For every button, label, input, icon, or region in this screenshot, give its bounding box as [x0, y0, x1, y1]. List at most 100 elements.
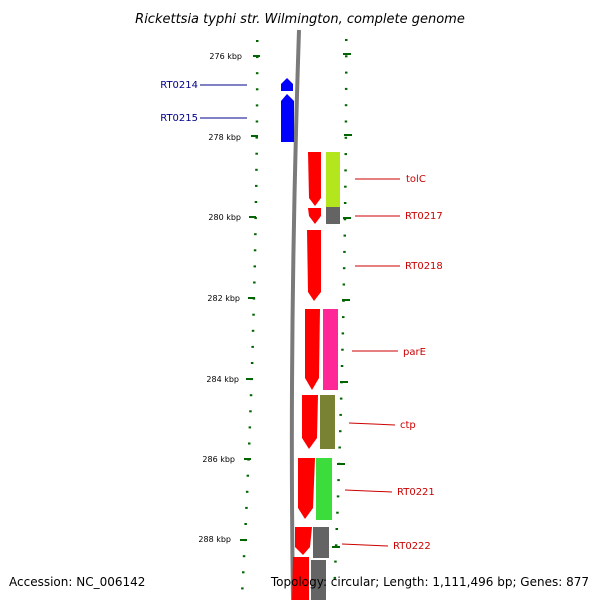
minor-tick: [253, 281, 256, 284]
gene-tolc[interactable]: [308, 152, 321, 206]
tick-label: 284 kbp: [206, 375, 239, 384]
minor-tick: [343, 250, 346, 253]
tick-label: 278 kbp: [208, 133, 241, 142]
tick-label: 280 kbp: [208, 213, 241, 222]
minor-tick: [343, 234, 346, 237]
minor-tick: [248, 426, 252, 429]
major-ticks: [240, 53, 352, 548]
minor-tick: [345, 39, 348, 41]
minor-tick: [254, 233, 257, 236]
tick-label: 288 kbp: [198, 535, 231, 544]
minor-tick: [342, 283, 346, 286]
minor-tick: [245, 490, 249, 493]
minor-tick: [344, 185, 347, 188]
gene-label-pare[interactable]: parE: [403, 347, 426, 358]
leader-rt0222: [341, 543, 389, 547]
minor-tick: [345, 55, 348, 58]
minor-tick: [255, 72, 259, 75]
minor-tick: [335, 528, 338, 530]
gene-labels: RT0214 RT0215 tolC RT0217 RT0218 parE ct…: [160, 80, 443, 552]
leader-ctp: [348, 422, 396, 426]
minor-tick: [242, 555, 246, 558]
leader-rt0221: [344, 489, 393, 493]
minor-tick: [254, 217, 257, 220]
cog-bar-ctp: [320, 395, 335, 449]
gene-label-rt0218[interactable]: RT0218: [405, 261, 443, 272]
minor-tick: [246, 474, 250, 477]
minor-tick: [255, 104, 259, 107]
minor-tick: [253, 265, 256, 268]
minor-tick: [255, 136, 258, 139]
label-leaders: [200, 84, 400, 547]
gene-pare[interactable]: [305, 309, 320, 390]
minor-tick: [244, 523, 247, 525]
cog-bar-rt0222: [313, 527, 329, 558]
gene-rt0217[interactable]: [308, 208, 321, 224]
gene-label-ctp[interactable]: ctp: [400, 420, 416, 431]
cog-bar-pare: [323, 309, 338, 390]
gene-rt0215[interactable]: [281, 94, 294, 142]
gene-rt0214[interactable]: [281, 78, 293, 91]
minor-tick: [343, 202, 347, 204]
cog-bar-rt0221: [316, 458, 332, 520]
minor-tick: [242, 571, 245, 574]
cog-bar-tolc: [326, 152, 340, 207]
gene-label-rt0222[interactable]: RT0222: [393, 541, 431, 552]
tick-label: 276 kbp: [209, 52, 242, 61]
minor-tick: [251, 329, 255, 332]
minor-tick: [252, 313, 255, 316]
minor-tick: [344, 153, 347, 156]
gene-rt0221[interactable]: [298, 458, 315, 519]
minor-tick: [255, 120, 259, 123]
minor-tick: [344, 87, 348, 90]
minor-tick: [337, 479, 340, 482]
gene-next[interactable]: [292, 557, 309, 600]
minor-tick: [255, 168, 258, 171]
forward-strand-genes: [292, 152, 321, 600]
minor-tick: [251, 345, 254, 348]
minor-tick: [345, 71, 348, 74]
gene-rt0218[interactable]: [307, 230, 321, 301]
minor-tick: [344, 120, 348, 123]
minor-tick: [248, 442, 251, 445]
minor-tick: [344, 136, 348, 139]
tick-label: 282 kbp: [207, 294, 240, 303]
minor-tick: [256, 56, 259, 59]
minor-tick: [255, 152, 258, 155]
gene-ctp[interactable]: [302, 395, 318, 449]
minor-tick: [241, 587, 244, 590]
gene-label-rt0217[interactable]: RT0217: [405, 211, 443, 222]
left-tick-ruler: [241, 40, 259, 590]
minor-tick: [333, 576, 337, 579]
map-title: Rickettsia typhi str. Wilmington, comple…: [135, 12, 465, 27]
minor-tick: [339, 430, 342, 433]
gene-rt0222[interactable]: [295, 527, 312, 555]
minor-tick: [336, 511, 339, 514]
genome-summary-text: Topology: circular; Length: 1,111,496 bp…: [270, 575, 589, 589]
minor-tick: [339, 413, 342, 416]
minor-tick: [245, 506, 248, 509]
minor-tick: [339, 397, 343, 400]
minor-tick: [343, 218, 347, 221]
gene-label-rt0215[interactable]: RT0215: [160, 113, 198, 124]
gene-label-rt0214[interactable]: RT0214: [160, 80, 198, 91]
minor-tick: [341, 332, 345, 335]
minor-tick: [342, 316, 345, 319]
cog-bar-next: [311, 560, 326, 600]
minor-tick: [340, 365, 344, 367]
minor-tick: [341, 348, 344, 351]
minor-tick: [334, 544, 338, 547]
genome-backbone: [289, 29, 301, 600]
tick-label: 286 kbp: [202, 455, 235, 464]
minor-tick: [250, 362, 254, 364]
accession-text: Accession: NC_006142: [9, 575, 145, 589]
minor-tick: [253, 249, 257, 252]
gene-label-tolc[interactable]: tolC: [406, 174, 426, 185]
right-tick-ruler: [333, 39, 348, 579]
cog-bars: [311, 152, 340, 600]
minor-tick: [254, 201, 258, 203]
minor-tick: [338, 446, 341, 449]
minor-tick: [342, 267, 346, 270]
gene-label-rt0221[interactable]: RT0221: [397, 487, 435, 498]
